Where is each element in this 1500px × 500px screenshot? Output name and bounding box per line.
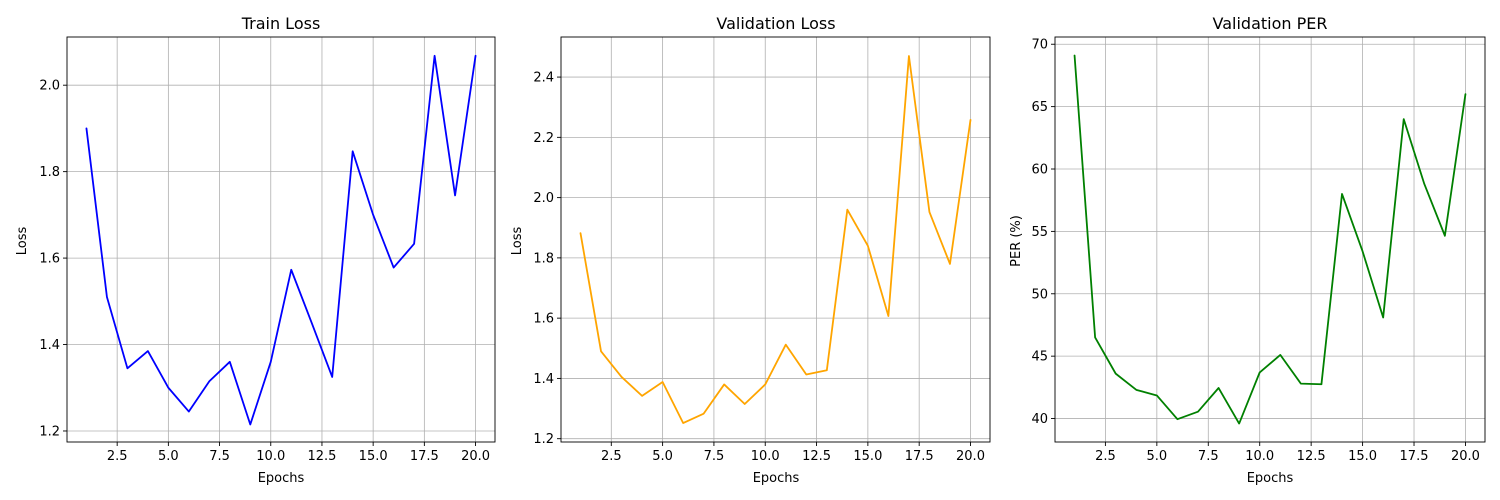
train-loss-xtick-label: 7.5 xyxy=(209,449,230,464)
train-loss-panel: Train Loss Epochs Loss 2.5 5.0 7.5 10.0 12.5… xyxy=(15,14,496,486)
validation-loss-xtick-label: 17.5 xyxy=(905,449,934,464)
validation-per-title: Validation PER xyxy=(1213,14,1328,33)
validation-loss-xtick-label: 7.5 xyxy=(704,449,725,464)
train-loss-ytick-label: 1.8 xyxy=(39,165,60,180)
validation-per-ytick-label: 70 xyxy=(1031,38,1048,53)
validation-loss-axes-frame xyxy=(560,36,991,443)
validation-loss-ytick-label: 1.4 xyxy=(533,372,554,387)
validation-loss-xlabel: Epochs xyxy=(753,471,800,486)
validation-loss-ytick-label: 2.4 xyxy=(533,71,554,86)
validation-per-ytick-label: 45 xyxy=(1031,350,1048,365)
validation-per-ytick-label: 65 xyxy=(1031,100,1048,115)
train-loss-xlabel: Epochs xyxy=(258,471,305,486)
train-loss-xtick-label: 2.5 xyxy=(107,449,128,464)
validation-per-ytick-label: 55 xyxy=(1031,225,1048,240)
validation-per-panel: Validation PER Epochs PER (%) 2.5 5.0 7.5 1… xyxy=(1009,14,1486,486)
validation-loss-ytick-label: 2.2 xyxy=(533,131,554,146)
validation-loss-xtick-label: 15.0 xyxy=(853,449,882,464)
train-loss-axes-frame xyxy=(66,36,496,443)
validation-loss-xtick-label: 2.5 xyxy=(601,449,622,464)
validation-loss-ylabel: Loss xyxy=(510,227,525,256)
validation-loss-xtick-label: 20.0 xyxy=(956,449,985,464)
validation-per-ylabel: PER (%) xyxy=(1009,215,1024,267)
validation-loss-xtick-label: 10.0 xyxy=(751,449,780,464)
validation-per-xtick-label: 20.0 xyxy=(1451,449,1480,464)
train-loss-xtick-label: 15.0 xyxy=(359,449,388,464)
train-loss-title: Train Loss xyxy=(241,14,321,33)
validation-per-ytick-label: 60 xyxy=(1031,163,1048,178)
validation-per-series-line xyxy=(1073,54,1467,425)
validation-loss-xtick-label: 12.5 xyxy=(802,449,831,464)
validation-per-xtick-label: 15.0 xyxy=(1348,449,1377,464)
validation-loss-xtick-label: 5.0 xyxy=(652,449,673,464)
validation-loss-ytick-label: 1.2 xyxy=(533,432,554,447)
train-loss-ylabel: Loss xyxy=(15,227,30,256)
validation-per-xtick-label: 12.5 xyxy=(1297,449,1326,464)
train-loss-xtick-label: 17.5 xyxy=(410,449,439,464)
validation-per-xtick-label: 17.5 xyxy=(1400,449,1429,464)
validation-loss-panel: Validation Loss Epochs Loss 2.5 5.0 7.5 10.… xyxy=(510,14,991,486)
train-loss-xtick-label: 5.0 xyxy=(158,449,179,464)
train-loss-xtick-label: 20.0 xyxy=(461,449,490,464)
validation-per-axes-frame xyxy=(1054,36,1486,443)
validation-per-xtick-label: 5.0 xyxy=(1146,449,1167,464)
validation-loss-title: Validation Loss xyxy=(716,14,835,33)
validation-loss-ytick-label: 1.8 xyxy=(533,251,554,266)
validation-loss-ytick-label: 1.6 xyxy=(533,312,554,327)
train-loss-xtick-label: 10.0 xyxy=(256,449,285,464)
validation-per-xtick-label: 2.5 xyxy=(1095,449,1116,464)
validation-per-xtick-label: 10.0 xyxy=(1245,449,1274,464)
validation-loss-series-line xyxy=(579,55,972,424)
train-loss-xtick-label: 12.5 xyxy=(307,449,336,464)
validation-per-xtick-label: 7.5 xyxy=(1198,449,1219,464)
train-loss-ytick-label: 1.4 xyxy=(39,338,60,353)
validation-loss-ytick-label: 2.0 xyxy=(533,191,554,206)
train-loss-ytick-label: 2.0 xyxy=(39,79,60,94)
train-loss-ytick-label: 1.2 xyxy=(39,424,60,439)
validation-per-ytick-label: 40 xyxy=(1031,412,1048,427)
validation-per-xlabel: Epochs xyxy=(1247,471,1294,486)
validation-per-ytick-label: 50 xyxy=(1031,287,1048,302)
train-loss-series-line xyxy=(85,54,477,426)
train-loss-ytick-label: 1.6 xyxy=(39,252,60,267)
